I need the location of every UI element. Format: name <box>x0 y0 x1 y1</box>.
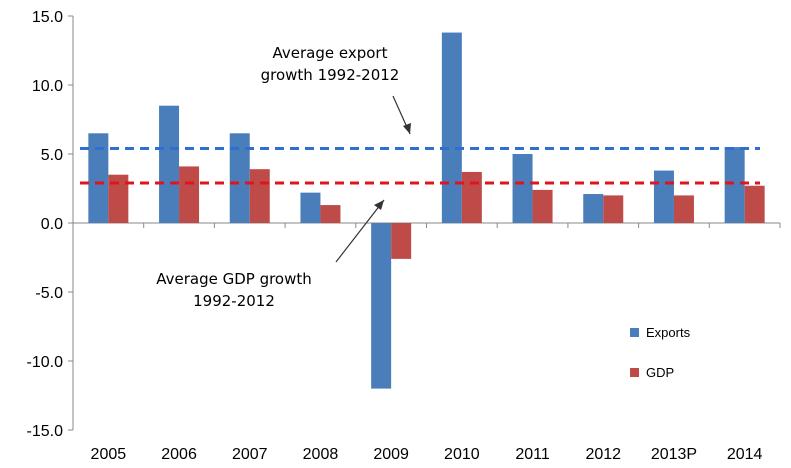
y-tick-label: 0.0 <box>41 216 63 233</box>
reference-lines <box>80 146 760 185</box>
gdp-avg-annotation-line2: 1992-2012 <box>193 292 275 310</box>
y-tick-label: 15.0 <box>32 9 63 26</box>
y-tick-label: -5.0 <box>35 285 63 302</box>
export-avg-annotation-line2: growth 1992-2012 <box>261 66 400 84</box>
x-tick-label: 2008 <box>303 446 339 463</box>
bar-gdp-2009 <box>391 223 412 259</box>
x-tick-label: 2005 <box>91 446 127 463</box>
axes: 15.0 10.0 5.0 0.0 -5.0 -10.0 -15.0 2005 2006 2007… <box>27 9 781 463</box>
legend: Exports GDP <box>630 325 691 380</box>
bar-exports-2010 <box>441 32 462 224</box>
x-tick-label: 2011 <box>515 446 550 463</box>
y-tick-label: -15.0 <box>27 423 64 440</box>
bar-gdp-2010 <box>461 171 482 223</box>
bar-gdp-2013p <box>673 195 694 223</box>
bar-exports-2006 <box>159 105 180 223</box>
gdp-avg-annotation-line1: Average GDP growth <box>156 270 312 288</box>
x-tick-label: 2013P <box>651 446 697 463</box>
x-tick-label: 2012 <box>585 446 621 463</box>
x-tick-label: 2014 <box>727 446 763 463</box>
legend-swatch-exports <box>630 328 639 337</box>
bar-gdp-2006 <box>179 166 200 223</box>
bar-exports-2012 <box>583 194 604 223</box>
y-tick-label: 5.0 <box>41 147 63 164</box>
x-tick-label: 2007 <box>232 446 268 463</box>
x-tick-label: 2006 <box>161 446 197 463</box>
bar-exports-2013p <box>653 170 674 223</box>
annotations: Average export growth 1992-2012 Average … <box>156 44 411 310</box>
bar-gdp-2012 <box>603 195 624 223</box>
bar-exports-2009 <box>371 223 392 389</box>
bar-gdp-2014 <box>744 185 765 223</box>
export-annotation-arrowhead <box>403 123 411 134</box>
bar-exports-2005 <box>88 133 109 223</box>
legend-swatch-gdp <box>630 368 639 377</box>
bar-exports-2008 <box>300 192 321 223</box>
bar-gdp-2007 <box>249 169 270 223</box>
bar-gdp-2005 <box>108 174 129 223</box>
y-tick-label: 10.0 <box>32 78 63 95</box>
bar-gdp-2011 <box>532 189 553 223</box>
bar-exports-2011 <box>512 154 533 223</box>
gdp-annotation-arrowhead <box>374 200 384 210</box>
x-tick-label: 2010 <box>444 446 480 463</box>
gdp-annotation-arrow <box>335 199 385 263</box>
x-tick-label: 2009 <box>373 446 409 463</box>
legend-label-gdp: GDP <box>646 365 674 380</box>
bar-exports-2014 <box>724 147 745 223</box>
y-tick-label: -10.0 <box>27 354 64 371</box>
export-avg-annotation-line1: Average export <box>273 44 388 62</box>
bar-gdp-2008 <box>320 205 341 223</box>
bar-exports-2007 <box>229 133 250 223</box>
legend-label-exports: Exports <box>646 325 691 340</box>
